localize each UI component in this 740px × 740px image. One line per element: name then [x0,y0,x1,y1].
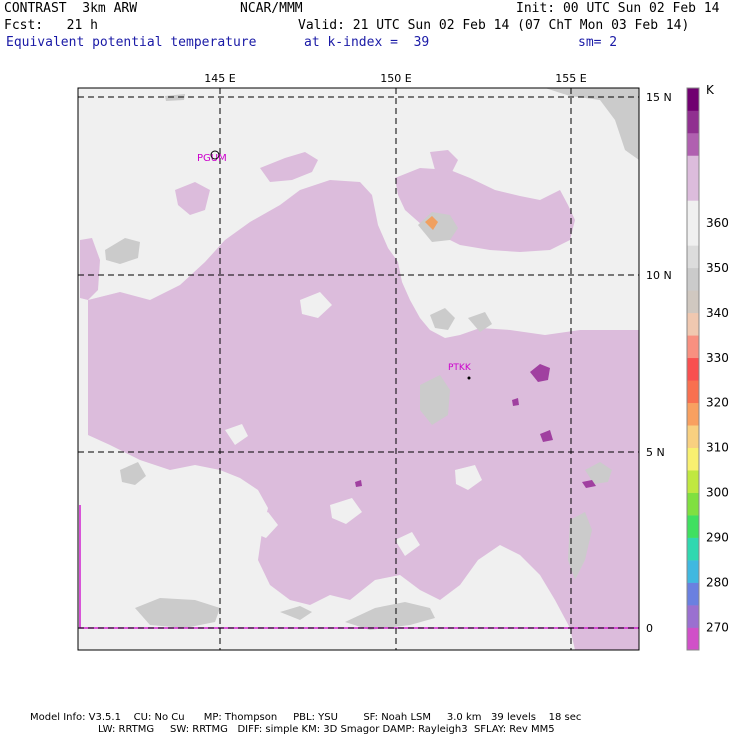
dark-cell-5 [512,398,519,406]
colorbar-tick-label: 300 [706,486,729,500]
colorbar-tick-label: 310 [706,441,729,455]
clear-spot-3 [330,498,362,524]
colorbar-swatch [687,177,699,201]
station-label-ptkk: PTKK [448,363,472,373]
colorbar-swatch [687,245,699,269]
colorbar-tick-label: 340 [706,306,729,320]
colorbar-swatch [687,447,699,471]
colorbar-swatch [687,357,699,381]
smoothing-label: sm= 2 [578,35,618,50]
station-marker-pgum [210,150,220,160]
colorbar-swatch [687,222,699,246]
colorbar-labels: 270 280 290 300 310 320 330 340 350 360 [706,216,729,635]
colorbar [686,87,700,651]
colorbar-swatch [687,627,699,651]
dark-cell-4 [355,480,362,487]
run-title: CONTRAST 3km ARW [4,1,138,16]
dark-cell-3 [582,480,596,488]
colorbar-swatch [687,560,699,583]
y-tick-label: 5 N [646,446,665,459]
colorbar-unit: K [706,83,715,97]
y-tick-label: 0 [646,622,653,635]
clear-spot-2 [250,512,278,538]
gray-region-island-1 [430,308,455,330]
colorbar-swatch [687,200,699,224]
colorbar-frame [686,87,700,651]
x-tick-label: 150 E [380,72,411,85]
warm-anomaly-spot [425,216,438,230]
map-frame [77,87,640,651]
colorbar-swatch [687,132,699,156]
colorbar-tick-label: 270 [706,621,729,635]
colorbar-tick-label: 320 [706,396,729,410]
purple-region-west-fringe [80,238,100,300]
colorbar-swatch [687,335,699,359]
colorbar-swatch [687,605,699,628]
colorbar-swatch [687,110,699,134]
y-tick-label: 15 N [646,91,672,104]
colorbar-tick-label: 360 [706,216,729,230]
org-label: NCAR/MMM [240,1,303,16]
clear-spot-5 [455,465,482,490]
colorbar-swatch [687,515,699,538]
purple-region-northwest [175,182,210,215]
colorbar-swatch [687,470,699,493]
x-tick-label: 145 E [204,72,235,85]
init-time: Init: 00 UTC Sun 02 Feb 14 [516,1,720,16]
purple-region-main [88,180,639,650]
colorbar-swatch [687,380,699,404]
gray-region-west-blob [120,462,146,485]
field-layer: PGUM PTKK [78,88,639,650]
gray-region-top-mark [165,94,185,101]
model-info-line-2: LW: RRTMG SW: RRTMG DIFF: simple KM: 3D … [98,724,555,735]
latlon-grid [78,88,639,650]
gray-region-north-patch [545,88,639,160]
station-marker-ptkk [467,376,471,380]
gray-region-center-blob [420,375,450,425]
level-label: at k-index = 39 [304,35,430,50]
purple-region-north [260,152,318,182]
field-name: Equivalent potential temperature [6,35,257,50]
gray-region-east-edge [585,462,612,484]
colorbar-swatch [687,88,699,111]
dark-purple-cells [355,364,596,488]
gray-region-southeast-strip [568,512,592,580]
gray-region-island-2 [468,312,492,332]
valid-time: Valid: 21 UTC Sun 02 Feb 14 (07 ChT Mon … [298,18,690,33]
station-label-pgum: PGUM [197,153,227,164]
clear-spots [225,292,482,556]
colorbar-tick-label: 330 [706,351,729,365]
colorbar-swatch [687,290,699,314]
dark-cell-1 [530,364,550,382]
clear-spot-6 [225,424,248,445]
gray-regions [105,88,639,630]
x-tick-label: 155 E [555,72,586,85]
gray-region-southwest-strip [135,598,220,628]
gray-region-south-small [280,606,312,620]
colorbar-tick-label: 350 [706,261,729,275]
gray-region-northwest-blob [105,238,140,264]
colorbar-swatch [687,402,699,426]
clear-spot-4 [395,532,420,556]
forecast-hour: Fcst: 21 h [4,18,98,33]
colorbar-tick-label: 290 [706,531,729,545]
colorbar-swatch [687,582,699,606]
colorbar-swatch [687,425,699,448]
colorbar-swatch [687,312,699,336]
clear-spot-1 [300,292,332,318]
colorbar-swatch [687,537,699,561]
gray-region-south-arc [345,602,435,630]
model-info-line-1: Model Info: V3.5.1 CU: No Cu MP: Thompso… [30,712,582,723]
y-tick-label: 10 N [646,269,672,282]
colorbar-swatch [687,267,699,291]
purple-region-ne-blob [430,150,458,172]
dark-cell-2 [540,430,553,442]
colorbar-tick-label: 280 [706,576,729,590]
colorbar-swatch [687,155,699,179]
colorbar-swatch [687,492,699,516]
